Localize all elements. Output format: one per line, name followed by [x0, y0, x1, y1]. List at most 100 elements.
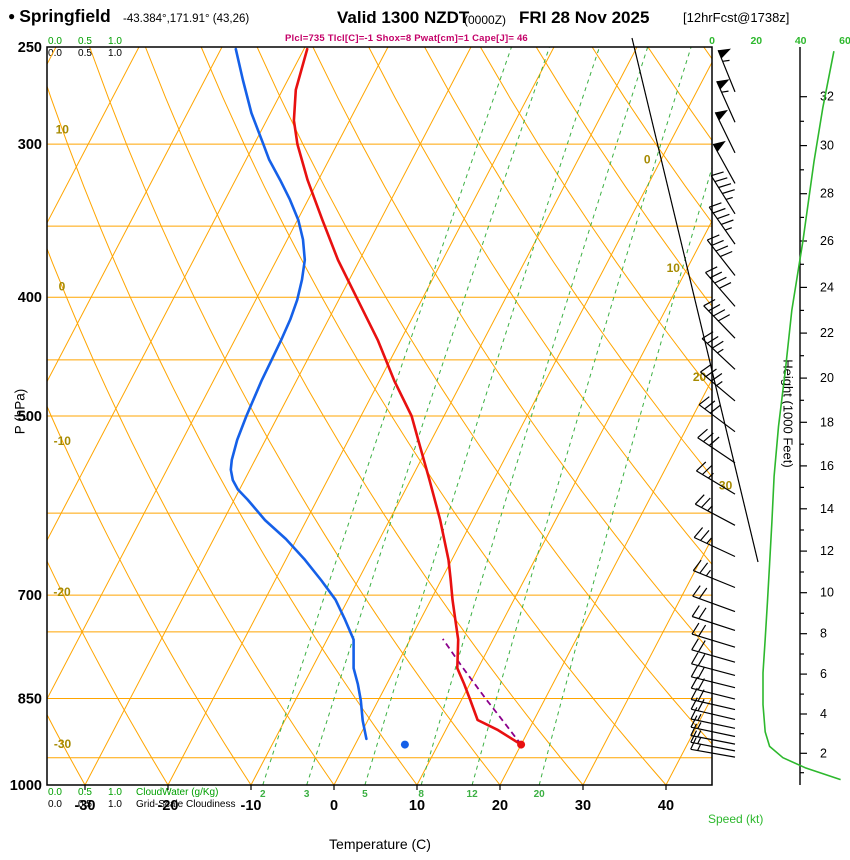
- dry-adiabat-line: [47, 405, 252, 785]
- mixing-ratio-line: [420, 47, 649, 785]
- height-tick: 26: [820, 234, 834, 248]
- wind-barb-pennant: [718, 48, 731, 59]
- isotherm-line: [582, 537, 712, 785]
- height-tick: 10: [820, 586, 834, 600]
- wind-barbs: [690, 48, 736, 758]
- wind-barb: [698, 396, 736, 433]
- mixing-ratio-label: 20: [534, 789, 546, 800]
- mixing-ratio-line: [306, 47, 550, 785]
- wind-barb: [706, 234, 736, 276]
- mixing-ratio-line: [538, 166, 712, 785]
- height-tick: 28: [820, 187, 834, 201]
- scale-value: 0.0: [48, 36, 62, 47]
- mixing-ratio-label: 5: [362, 789, 368, 800]
- temp-tick: -20: [158, 798, 179, 814]
- mixing-ratio-label: 8: [418, 789, 424, 800]
- scale-value: 0.0: [48, 799, 62, 810]
- cloudiness-scale-bottom: 0.0 0.5 1.0 Grid-Scale Cloudiness: [40, 799, 236, 810]
- dry-adiabat-line: [424, 47, 712, 478]
- pressure-tick: 500: [18, 409, 42, 425]
- adiabat-label: 10: [56, 123, 70, 137]
- wind-barb: [692, 559, 736, 589]
- wind-barb: [690, 715, 736, 738]
- wind-barb: [690, 723, 736, 745]
- isotherm-label-guide: [631, 37, 759, 563]
- cloudiness-label: Grid-Scale Cloudiness: [136, 799, 236, 810]
- scale-value: 1.0: [108, 36, 122, 47]
- wind-barb-pennant: [716, 79, 730, 90]
- height-tick: 30: [820, 139, 834, 153]
- station-title: ● Springfield: [8, 6, 111, 27]
- temp-tick: -30: [75, 798, 96, 814]
- mixing-ratio-label: 2: [260, 789, 266, 800]
- wind-barb: [690, 652, 736, 676]
- wind-barb: [691, 638, 736, 663]
- dry-adiabat-line: [312, 47, 712, 655]
- wind-barb: [691, 622, 736, 648]
- wind-barb: [693, 527, 736, 558]
- wind-barb: [710, 171, 736, 215]
- wind-barb: [690, 707, 736, 729]
- temp-tick: 20: [492, 798, 508, 814]
- pressure-tick: 850: [18, 692, 42, 708]
- cloudiness-scale-top: 0.0 0.5 1.0: [40, 48, 130, 59]
- height-tick: 20: [820, 371, 834, 385]
- scale-value: 1.0: [108, 48, 122, 59]
- isotherm-line: [47, 47, 140, 224]
- wind-barb: [690, 687, 736, 711]
- height-tick: 2: [820, 746, 827, 760]
- dry-adiabat-line: [144, 47, 584, 785]
- isotherm-label: 20: [693, 370, 707, 384]
- isotherm-line: [47, 47, 223, 383]
- height-tick: 6: [820, 667, 827, 681]
- mixing-ratio-line: [471, 47, 692, 785]
- cloudwater-scale-top: 0.0 0.5 1.0: [40, 36, 130, 47]
- cloudwater-label: CloudWater (g/Kg): [136, 787, 219, 798]
- scale-value: 0.0: [48, 48, 62, 59]
- bullet-icon: ●: [8, 9, 16, 23]
- surface-dewpoint-dot: [400, 740, 409, 749]
- speed-tick: 40: [795, 35, 807, 47]
- valid-date: FRI 28 Nov 2025: [519, 8, 650, 27]
- scale-value: 0.5: [78, 36, 92, 47]
- skewt-grid: [47, 47, 712, 785]
- wind-barb: [717, 49, 736, 93]
- wind-barb-pennant: [715, 109, 728, 121]
- height-tick: 22: [820, 326, 834, 340]
- wind-barb: [690, 676, 736, 700]
- height-tick: 16: [820, 459, 834, 473]
- wind-barb: [695, 461, 736, 495]
- wind-barb: [690, 665, 736, 689]
- height-tick: 8: [820, 627, 827, 641]
- pressure-tick: 400: [18, 290, 42, 306]
- temp-tick: 0: [330, 798, 338, 814]
- wind-barb: [708, 202, 736, 245]
- stats-line: Plcl=735 Tlcl[C]=-1 Shox=8 Pwat[cm]=1 Ca…: [285, 33, 528, 44]
- height-tick: 4: [820, 707, 827, 721]
- wind-barb: [703, 298, 736, 339]
- wind-barb: [692, 585, 736, 613]
- speed-tick: 0: [709, 35, 715, 47]
- temperature-curve: [292, 47, 523, 746]
- mixing-ratio-line: [364, 47, 600, 785]
- valid-utc: (0000Z): [464, 13, 507, 27]
- scale-value: 0.5: [78, 799, 92, 810]
- isotherm-label: 10: [667, 261, 681, 275]
- temperature-axis-title: Temperature (C): [329, 836, 431, 852]
- pressure-tick: 300: [18, 137, 42, 153]
- dry-adiabat-line: [368, 47, 712, 566]
- scale-value: 0.5: [78, 787, 92, 798]
- adiabat-label: -20: [53, 585, 71, 599]
- forecast-tag: [12hrFcst@1738z]: [683, 10, 790, 25]
- height-tick: 18: [820, 415, 834, 429]
- mixing-ratio-label: 12: [467, 789, 479, 800]
- scale-value: 1.0: [108, 787, 122, 798]
- wind-barb: [690, 697, 736, 720]
- temp-tick: 10: [409, 798, 425, 814]
- valid-time: Valid 1300 NZDT: [337, 8, 470, 27]
- scale-value: 1.0: [108, 799, 122, 810]
- temp-tick: 30: [575, 798, 591, 814]
- station-coords: -43.384°,171.91° (43,26): [123, 13, 250, 25]
- mixing-ratio-label: 3: [304, 789, 310, 800]
